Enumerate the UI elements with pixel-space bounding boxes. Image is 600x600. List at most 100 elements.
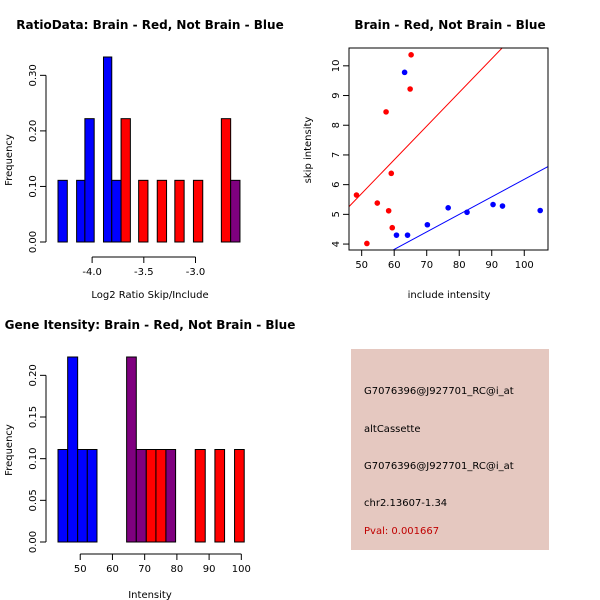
ratio-x-tick-label: -3.5 (134, 267, 154, 278)
scatter-x-tick-label: 80 (453, 260, 466, 271)
scatter-point-brain (383, 109, 389, 115)
gene-x-tick-label: 100 (232, 564, 251, 575)
genomic-location: chr2.13607-1.34 (364, 498, 448, 509)
scatter-y-tick-label: 9 (331, 92, 342, 98)
ratio-bar (220, 118, 232, 243)
ratio-bar (57, 179, 68, 243)
gene-bar (165, 449, 177, 543)
scatter-x-tick-label: 90 (485, 260, 498, 271)
ratio-bar (174, 179, 185, 243)
scatter-point-not-brain (490, 201, 496, 208)
ratio-bar (84, 118, 95, 243)
scatter-point-brain (374, 200, 381, 206)
ratio-y-tick-label: 0.30 (28, 64, 39, 86)
scatter-point-not-brain (404, 232, 411, 238)
ratio-bar (156, 179, 168, 243)
scatter-y-tick-label: 10 (331, 59, 342, 72)
ratio-x-tick-label: -3.0 (186, 267, 206, 278)
gene-x-axis-label: Intensity (128, 590, 172, 600)
gene-y-tick-label: 0.05 (28, 489, 39, 511)
ratio-y-tick-label: 0.20 (28, 120, 39, 142)
ratio-y-tick-label: 0.00 (28, 231, 39, 253)
scatter-title: Brain - Red, Not Brain - Blue (354, 18, 545, 32)
scatter-x-tick-label: 60 (388, 260, 401, 271)
scatter-point-not-brain (401, 69, 408, 76)
gene-bar (57, 449, 69, 543)
gene-bar (86, 449, 98, 543)
ratio-y-axis-label: Frequency (4, 134, 15, 186)
scatter-x-axis-label: include intensity (408, 290, 491, 300)
gene-x-axis: 50 60 70 80 90 100 (74, 553, 251, 575)
scatter-y-tick-label: 8 (331, 122, 342, 128)
scatter-point-brain (353, 192, 360, 198)
gene-x-tick-label: 70 (138, 564, 151, 575)
scatter-point-brain (408, 52, 414, 58)
ratio-bars (57, 56, 241, 243)
gene-y-tick-label: 0.15 (28, 406, 39, 428)
gene-bar (126, 356, 137, 543)
gene-y-axis: 0.00 0.05 0.10 0.15 0.20 (28, 364, 47, 553)
probe-id-secondary: G7076396@J927701_RC@i_at (364, 461, 514, 472)
scatter-y-axis-label: skip intensity (303, 117, 314, 184)
gene-y-tick-label: 0.20 (28, 364, 39, 386)
scatter-y-tick-label: 5 (331, 211, 342, 217)
scatter-point-brain (385, 207, 392, 214)
gene-y-axis-label: Frequency (4, 424, 15, 476)
probe-info-panel: G7076396@J927701_RC@i_at altCassette G70… (351, 349, 549, 550)
ratio-x-tick-label: -4.0 (82, 267, 102, 278)
scatter-x-tick-label: 50 (355, 260, 368, 271)
gene-bar (77, 449, 88, 543)
ratio-bar (76, 179, 86, 243)
gene-bars (57, 356, 245, 543)
ratio-y-axis: 0.00 0.10 0.20 0.30 (28, 64, 47, 253)
ratio-x-axis: -4.0 -3.5 -3.0 (82, 256, 206, 278)
probe-id: G7076396@J927701_RC@i_at (364, 386, 514, 397)
gene-x-tick-label: 80 (171, 564, 184, 575)
scatter-point-not-brain (537, 207, 543, 214)
ratio-x-axis-label: Log2 Ratio Skip/Include (91, 290, 208, 300)
scatter-y-tick-label: 6 (331, 181, 342, 187)
scatter-point-not-brain (393, 232, 400, 238)
scatter-points (353, 52, 543, 247)
scatter-x-tick-label: 100 (515, 260, 534, 271)
scatter-point-brain (389, 224, 396, 231)
gene-bar (155, 449, 167, 543)
ratio-bar (192, 179, 204, 243)
gene-x-tick-label: 60 (106, 564, 119, 575)
gene-bar (234, 449, 245, 543)
gene-bar (194, 449, 206, 543)
gene-y-tick-label: 0.00 (28, 531, 39, 553)
gene-x-tick-label: 50 (74, 564, 87, 575)
gene-bar (145, 449, 157, 543)
scatter-point-not-brain (499, 203, 506, 209)
gene-intensity-histogram: Gene Itensity: Brain - Red, Not Brain - … (4, 318, 296, 600)
fit-line-brain (349, 48, 503, 207)
gene-bar (67, 356, 79, 543)
scatter-x-tick-label: 70 (420, 260, 433, 271)
p-value: Pval: 0.001667 (364, 526, 440, 537)
scatter-point-not-brain (464, 209, 470, 216)
gene-bar (214, 449, 226, 543)
scatter-y-tick-label: 7 (331, 152, 342, 158)
ratio-bar (230, 179, 241, 243)
scatter-point-not-brain (445, 205, 451, 211)
intensity-scatter-plot: Brain - Red, Not Brain - Blue 50 60 70 80 90… (303, 18, 549, 300)
scatter-point-brain (388, 170, 395, 177)
gene-x-tick-label: 90 (203, 564, 216, 575)
fit-line-not-brain (392, 166, 548, 250)
ratio-histogram-title: RatioData: Brain - Red, Not Brain - Blue (16, 18, 283, 32)
ratio-bar (120, 118, 131, 243)
gene-y-tick-label: 0.10 (28, 448, 39, 470)
ratio-histogram: RatioData: Brain - Red, Not Brain - Blue… (4, 18, 284, 300)
scatter-x-axis: 50 60 70 80 90 100 (355, 249, 534, 271)
scatter-point-brain (364, 240, 370, 247)
scatter-point-brain (407, 86, 413, 92)
gene-histogram-title: Gene Itensity: Brain - Red, Not Brain - … (5, 318, 296, 332)
gene-bar (135, 449, 147, 543)
scatter-y-axis: 4 5 6 7 8 9 10 (331, 59, 350, 247)
scatter-y-tick-label: 4 (331, 241, 342, 247)
ratio-bar (102, 56, 113, 243)
ratio-bar (111, 179, 122, 243)
event-type: altCassette (364, 424, 421, 435)
ratio-y-tick-label: 0.10 (28, 175, 39, 197)
